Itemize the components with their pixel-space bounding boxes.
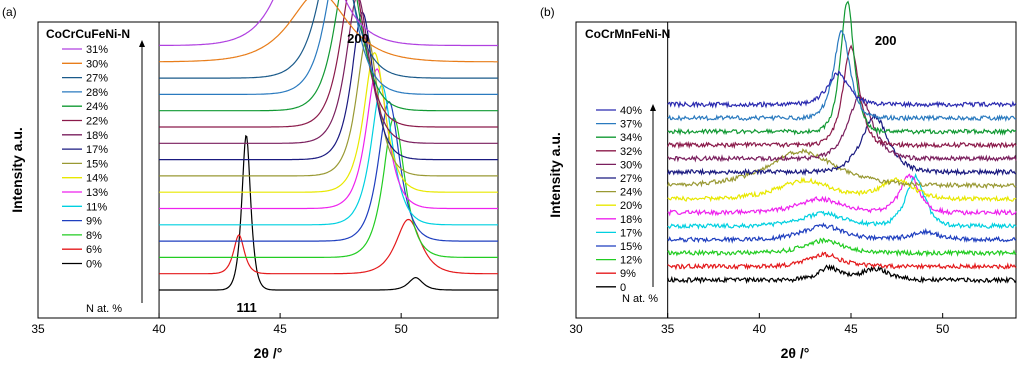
legend-label: 28% xyxy=(86,87,108,99)
legend-label: 32% xyxy=(620,146,642,158)
legend-label: 9% xyxy=(86,216,102,228)
series-line xyxy=(159,0,498,128)
legend-label: 27% xyxy=(86,73,108,85)
legend-label: 15% xyxy=(86,158,108,170)
legend-label: 11% xyxy=(86,201,107,213)
series-line xyxy=(667,173,1017,217)
legend-label: 0 xyxy=(620,282,626,294)
legend-label: 13% xyxy=(86,187,108,199)
series-line xyxy=(159,134,498,291)
series-line xyxy=(159,101,498,242)
series-line xyxy=(159,218,498,275)
x-tick-label: 50 xyxy=(936,322,950,336)
series-line xyxy=(159,117,498,258)
legend-label: 40% xyxy=(620,105,642,117)
series-line xyxy=(159,35,498,177)
legend-arrow-head xyxy=(650,104,656,111)
legend-label: 24% xyxy=(86,101,108,113)
series-line xyxy=(667,263,1017,285)
series-line xyxy=(667,172,1017,230)
series-line xyxy=(159,0,498,95)
panel-b-ylabel: Intensity a.u. xyxy=(547,132,563,218)
panel-b-label: (b) xyxy=(540,5,555,19)
legend-label: 30% xyxy=(86,58,108,70)
series-line xyxy=(159,0,498,144)
series-line xyxy=(667,30,1017,122)
panel-a: (a) CoCrCuFeNi-N Intensity a.u. 2θ /° N … xyxy=(2,0,499,361)
series-line xyxy=(159,0,498,47)
series-line xyxy=(159,51,498,193)
panel-a-frame xyxy=(37,21,499,319)
series-line xyxy=(667,237,1017,258)
panel-b: (b) CoCrMnFeNi-N Intensity a.u. 2θ /° N … xyxy=(540,0,1017,361)
series-line xyxy=(667,251,1017,271)
legend-label: 18% xyxy=(620,214,642,226)
series-line xyxy=(667,44,1017,150)
peak-label-111: 111 xyxy=(236,300,256,315)
legend-label: 14% xyxy=(86,173,108,185)
panel-a-label: (a) xyxy=(2,5,17,19)
series-line xyxy=(667,176,1017,203)
legend-label: 20% xyxy=(620,200,642,212)
series-line xyxy=(667,222,1017,244)
legend-label: 15% xyxy=(620,241,642,253)
panel-a-alloy-name: CoCrCuFeNi-N xyxy=(46,27,130,41)
legend-label: 17% xyxy=(86,144,108,156)
legend-label: 24% xyxy=(620,187,642,199)
x-tick-label: 40 xyxy=(753,322,767,336)
panel-b-alloy-name: CoCrMnFeNi-N xyxy=(585,27,670,41)
legend-label: 8% xyxy=(86,230,102,242)
legend-arrow-head xyxy=(139,40,145,47)
x-tick-label: 50 xyxy=(394,322,408,336)
series-line xyxy=(159,0,498,79)
x-tick-label: 35 xyxy=(31,322,45,336)
legend-label: 22% xyxy=(86,116,108,128)
peak-label-200: 200 xyxy=(347,31,369,46)
series-line xyxy=(159,11,498,161)
panel-a-legend-title: N at. % xyxy=(86,303,122,315)
series-line xyxy=(667,70,1017,109)
panel-b-frame xyxy=(575,21,1017,319)
series-line xyxy=(667,94,1017,163)
legend-label: 0% xyxy=(86,259,102,271)
x-tick-label: 45 xyxy=(844,322,858,336)
series-line xyxy=(159,84,498,226)
series-line xyxy=(667,0,1017,136)
legend-label: 12% xyxy=(620,255,642,267)
x-tick-label: 45 xyxy=(273,322,287,336)
series-line xyxy=(159,0,498,63)
legend-label: 18% xyxy=(86,130,108,142)
series-line xyxy=(667,148,1017,190)
x-tick-label: 30 xyxy=(569,322,583,336)
legend-label: 31% xyxy=(86,44,108,56)
panel-b-xlabel: 2θ /° xyxy=(781,345,810,361)
panel-b-legend-title: N at. % xyxy=(622,293,658,305)
x-tick-label: 40 xyxy=(152,322,166,336)
panel-a-ylabel: Intensity a.u. xyxy=(9,127,25,213)
legend-label: 27% xyxy=(620,173,642,185)
x-tick-label: 35 xyxy=(661,322,675,336)
legend-label: 30% xyxy=(620,159,642,171)
legend-label: 6% xyxy=(86,244,102,256)
series-line xyxy=(667,113,1017,177)
legend-label: 9% xyxy=(620,268,636,280)
legend-label: 17% xyxy=(620,227,642,239)
series-line xyxy=(159,68,498,210)
series-line xyxy=(159,0,498,112)
peak-label-200: 200 xyxy=(875,33,897,48)
legend-label: 37% xyxy=(620,119,642,131)
panel-a-xlabel: 2θ /° xyxy=(254,345,283,361)
legend-label: 34% xyxy=(620,132,642,144)
